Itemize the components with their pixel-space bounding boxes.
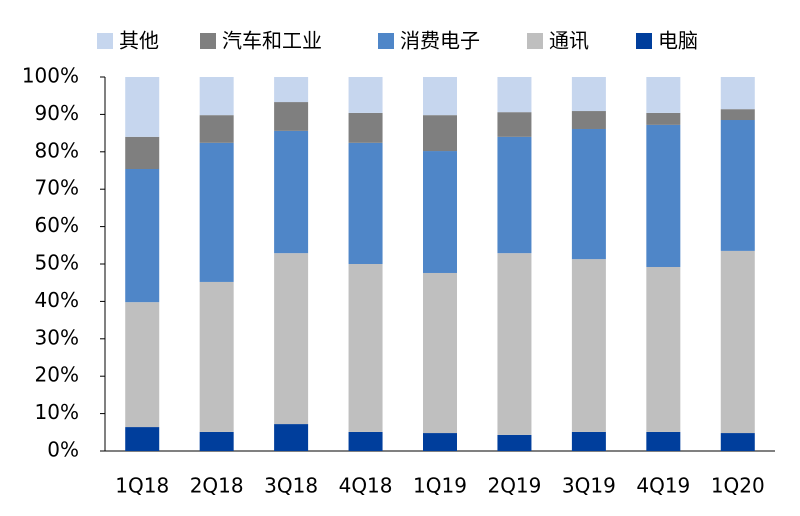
y-tick-label: 60%	[35, 213, 79, 237]
bar-segment	[720, 433, 755, 451]
bar-segment	[125, 169, 160, 303]
bar-segment	[199, 431, 234, 451]
bar-segment	[423, 77, 457, 116]
bar-segment	[646, 77, 681, 113]
bar-segment	[274, 424, 309, 451]
bar-segment	[125, 427, 160, 451]
bar-segment	[274, 130, 309, 254]
y-tick-label: 40%	[35, 288, 79, 312]
bar-segment	[646, 124, 681, 267]
legend-label: 其他	[119, 29, 159, 53]
bar-segment	[646, 112, 681, 125]
bar-segment	[125, 302, 160, 428]
legend-label: 通讯	[549, 29, 589, 53]
legend-swatch	[378, 33, 394, 49]
bar-segment	[348, 112, 383, 143]
y-tick-label: 0%	[47, 438, 79, 462]
y-tick-label: 20%	[35, 363, 79, 387]
x-tick-label: 4Q19	[636, 474, 690, 498]
legend-swatch	[97, 33, 113, 49]
bar-segment	[571, 128, 606, 260]
bar-segment	[199, 281, 234, 432]
x-tick-label: 3Q18	[264, 474, 318, 498]
x-tick-label: 1Q18	[115, 474, 169, 498]
bar-segment	[497, 136, 532, 254]
y-tick-label: 10%	[35, 400, 79, 424]
legend-label: 汽车和工业	[222, 29, 322, 53]
y-tick-label: 90%	[35, 101, 79, 125]
bar-segment	[646, 266, 681, 432]
x-tick-label: 2Q19	[487, 474, 541, 498]
bar-segment	[348, 142, 383, 264]
bar-segment	[348, 264, 383, 432]
bar-segment	[497, 253, 532, 435]
y-tick-label: 50%	[35, 251, 79, 275]
bar-segment	[423, 272, 457, 434]
bar-segment	[199, 142, 234, 282]
y-tick-label: 100%	[22, 64, 79, 88]
bar-segment	[348, 431, 383, 451]
bar-segment	[348, 77, 383, 113]
bar-segment	[125, 77, 160, 137]
bar-segment	[199, 77, 234, 116]
x-tick-label: 1Q19	[413, 474, 467, 498]
bar-segment	[720, 250, 755, 434]
bar-segment	[274, 77, 309, 103]
bar-segment	[423, 433, 457, 451]
bar-segment	[125, 136, 160, 170]
legend-label: 消费电子	[400, 29, 480, 53]
x-tick-label: 4Q18	[339, 474, 393, 498]
bar-segment	[497, 112, 532, 137]
bar-segment	[497, 434, 532, 451]
legend-swatch	[200, 33, 216, 49]
legend-swatch	[636, 33, 652, 49]
bar-segment	[274, 253, 309, 425]
bar-segment	[720, 77, 755, 110]
x-tick-label: 3Q19	[562, 474, 616, 498]
y-tick-label: 80%	[35, 138, 79, 162]
bar-segment	[571, 77, 606, 112]
legend-label: 电脑	[658, 29, 698, 53]
bar-segment	[646, 431, 681, 451]
bar-segment	[571, 111, 606, 129]
bar-segment	[274, 102, 309, 131]
bar-segment	[571, 259, 606, 432]
bar-segment	[571, 431, 606, 451]
x-tick-label: 2Q18	[190, 474, 244, 498]
bar-segment	[497, 77, 532, 113]
bar-segment	[199, 115, 234, 143]
x-tick-label: 1Q20	[711, 474, 765, 498]
bar-segment	[720, 120, 755, 251]
y-tick-label: 30%	[35, 325, 79, 349]
bar-segment	[423, 151, 457, 273]
legend-swatch	[527, 33, 543, 49]
bar-segment	[423, 115, 457, 152]
y-tick-label: 70%	[35, 176, 79, 200]
bar-segment	[720, 109, 755, 121]
